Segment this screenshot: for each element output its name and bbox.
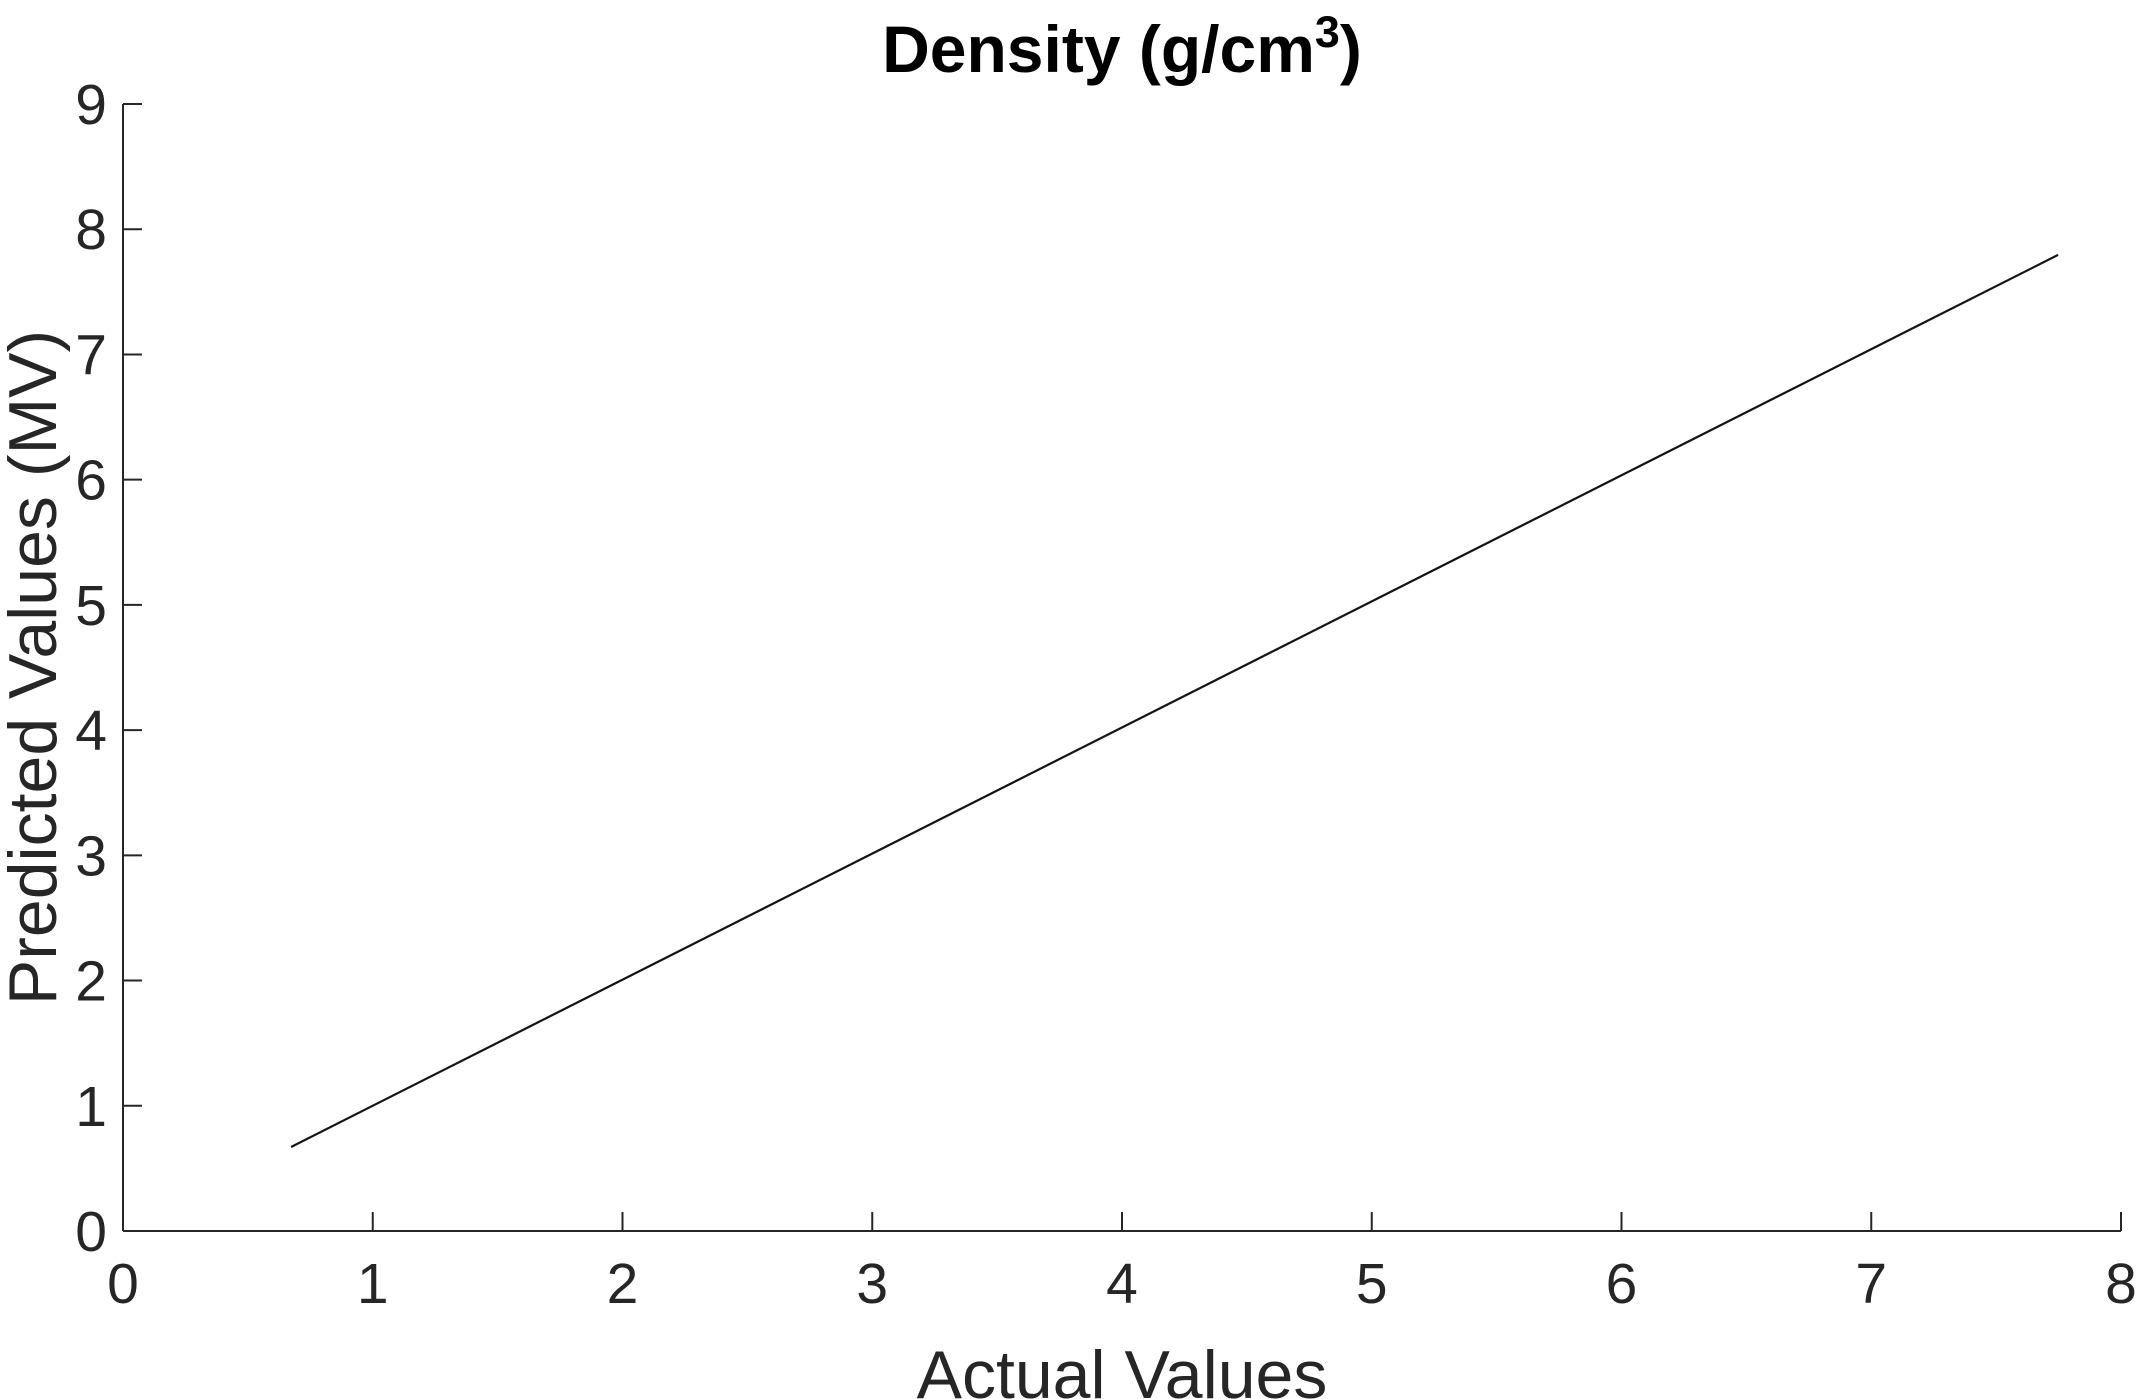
chart-title-superscript: 3 <box>1314 6 1340 58</box>
x-tick-label: 1 <box>357 1252 389 1316</box>
y-tick-label: 5 <box>75 574 107 638</box>
identity-line <box>290 253 2059 1148</box>
y-tick-label: 8 <box>75 198 107 262</box>
x-tick-label: 5 <box>1356 1252 1388 1316</box>
y-tick-label: 0 <box>75 1200 107 1264</box>
chart-title-tail: ) <box>1339 12 1362 86</box>
y-axis-label: Predicted Values (MV) <box>0 330 71 1005</box>
x-tick-label: 4 <box>1106 1252 1138 1316</box>
y-tick-label: 9 <box>75 73 107 137</box>
x-tick-label: 7 <box>1855 1252 1887 1316</box>
y-tick-label: 6 <box>75 449 107 513</box>
x-tick-label: 3 <box>856 1252 888 1316</box>
y-tick-label: 2 <box>75 950 107 1014</box>
y-tick-label: 3 <box>75 824 107 888</box>
y-tick-label: 7 <box>75 323 107 387</box>
y-tick-label: 1 <box>75 1075 107 1139</box>
chart-title: Density (g/cm3) <box>123 6 2121 96</box>
chart-title-main: Density (g/cm <box>882 12 1315 86</box>
x-tick-label: 6 <box>1606 1252 1638 1316</box>
y-tick-label: 4 <box>75 699 107 763</box>
x-tick-label: 8 <box>2105 1252 2137 1316</box>
x-tick-label: 2 <box>607 1252 639 1316</box>
x-tick-label: 0 <box>107 1252 139 1316</box>
x-axis-label: Actual Values <box>917 1337 1328 1399</box>
